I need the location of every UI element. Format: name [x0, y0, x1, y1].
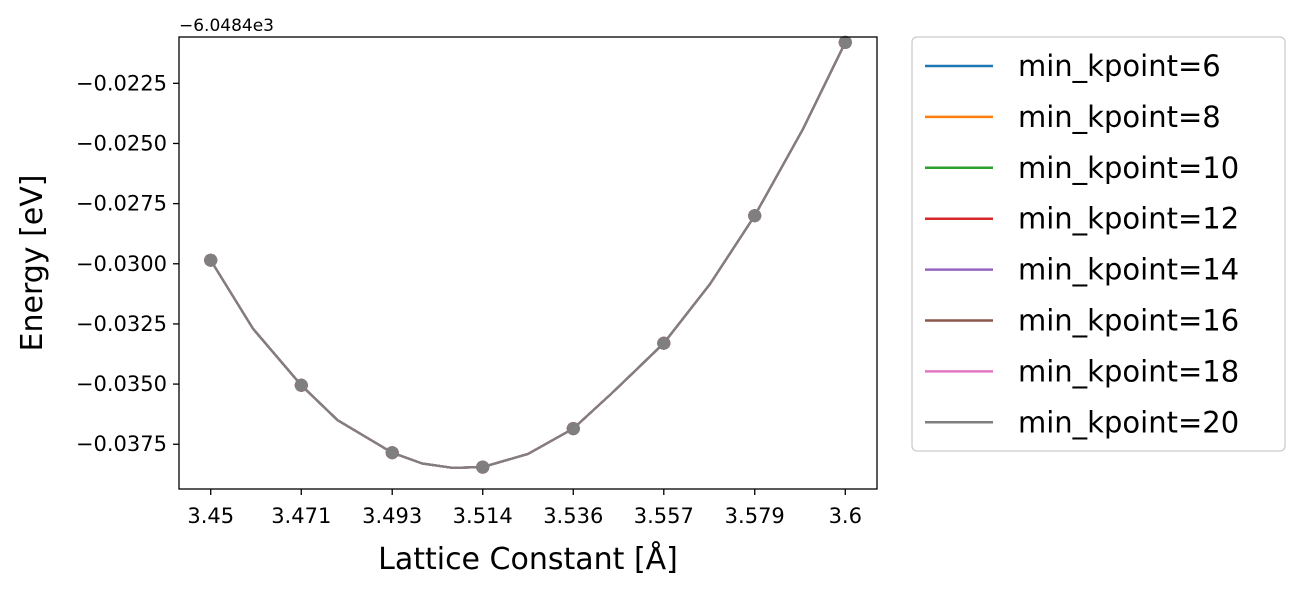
legend-label: min_kpoint=18	[1018, 354, 1239, 388]
series-fit-line	[209, 41, 847, 469]
series-fit-line	[209, 41, 847, 469]
data-point	[566, 422, 580, 436]
data-point	[838, 35, 852, 49]
legend-item: min_kpoint=12	[925, 202, 1239, 236]
series-fit-line	[209, 41, 847, 469]
x-tick-label: 3.493	[362, 504, 422, 528]
x-tick-label: 3.514	[453, 504, 513, 528]
series-7	[204, 35, 852, 474]
x-tick-label: 3.45	[187, 504, 234, 528]
series-fit-line	[209, 41, 847, 469]
x-axis: 3.45 3.471 3.493 3.514 3.536 3.557 3.579 3.6	[187, 489, 862, 528]
legend-item: min_kpoint=16	[925, 304, 1239, 338]
series-4	[204, 35, 852, 474]
series-1	[204, 35, 852, 474]
series-layer	[204, 35, 852, 474]
legend-item: min_kpoint=18	[925, 354, 1239, 388]
series-fit-line	[209, 41, 847, 469]
y-tick-label: −0.0325	[76, 312, 167, 336]
series-8	[204, 35, 852, 474]
y-offset-text: −6.0484e3	[179, 16, 274, 36]
y-tick-label: −0.0250	[76, 131, 167, 155]
legend-label: min_kpoint=8	[1018, 100, 1221, 134]
plot-frame	[178, 36, 878, 490]
data-point	[204, 253, 218, 267]
legend-item: min_kpoint=8	[925, 100, 1221, 134]
x-tick-label: 3.471	[271, 504, 331, 528]
legend-item: min_kpoint=10	[925, 151, 1239, 185]
data-point	[657, 336, 671, 350]
y-axis-label: Energy [eV]	[15, 175, 50, 352]
series-fit-line	[209, 41, 847, 469]
x-tick-label: 3.557	[634, 504, 694, 528]
legend-label: min_kpoint=12	[1018, 202, 1239, 236]
y-tick-label: −0.0375	[76, 432, 167, 456]
legend-label: min_kpoint=10	[1018, 151, 1239, 185]
series-fit-line	[209, 41, 847, 469]
x-tick-label: 3.579	[725, 504, 785, 528]
y-tick-label: −0.0275	[76, 192, 167, 216]
legend-label: min_kpoint=14	[1018, 253, 1239, 287]
data-point	[748, 209, 762, 223]
series-3	[204, 35, 852, 474]
data-point	[294, 378, 308, 392]
legend-label: min_kpoint=20	[1018, 405, 1239, 439]
legend-label: min_kpoint=6	[1018, 49, 1221, 83]
y-tick-label: −0.0300	[76, 252, 167, 276]
series-fit-line	[209, 41, 847, 469]
legend-items: min_kpoint=6 min_kpoint=8 min_kpoint=10min…	[925, 49, 1239, 439]
legend-item: min_kpoint=20	[925, 405, 1239, 439]
series-6	[204, 35, 852, 474]
x-tick-label: 3.536	[543, 504, 603, 528]
legend-item: min_kpoint=14	[925, 253, 1239, 287]
x-axis-label: Lattice Constant [Å]	[378, 541, 678, 577]
series-2	[204, 35, 852, 474]
legend: min_kpoint=6 min_kpoint=8 min_kpoint=10min…	[911, 36, 1286, 452]
series-5	[204, 35, 852, 474]
data-point	[385, 446, 399, 460]
data-point	[476, 460, 490, 474]
x-tick-label: 3.6	[829, 504, 862, 528]
y-axis: −0.0225 −0.0250 −0.0275 −0.0300 −0.0325 −0.03…	[76, 71, 179, 456]
legend-label: min_kpoint=16	[1018, 304, 1239, 338]
legend-item: min_kpoint=6	[925, 49, 1221, 83]
legend-frame	[911, 36, 1286, 452]
y-tick-label: −0.0350	[76, 372, 167, 396]
y-tick-label: −0.0225	[76, 71, 167, 95]
